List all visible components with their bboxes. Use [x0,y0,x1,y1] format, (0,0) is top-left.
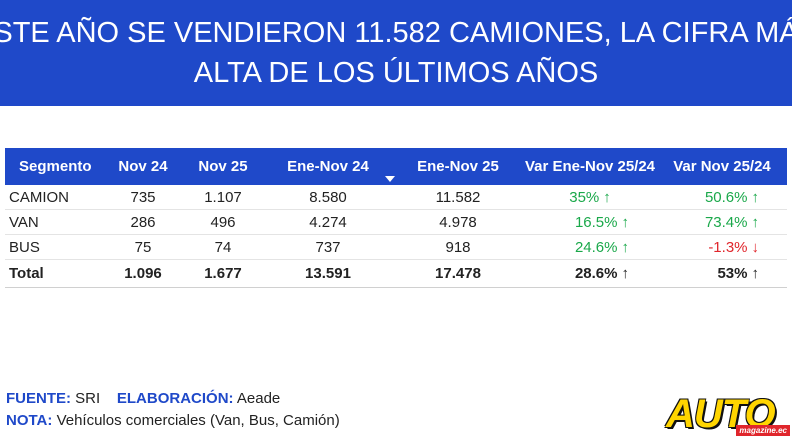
cell-nov25: 496 [183,209,263,235]
col-header-nov24[interactable]: Nov 24 [118,158,168,175]
sales-table-container: Segmento Nov 24 Nov 25 Ene-Nov 24 Ene-No… [5,148,787,288]
cell-var-enenov: 16.5% ↑ [523,209,657,235]
table-row: BUS 75 74 737 918 24.6% ↑ -1.3% ↓ [5,234,787,260]
title-line-2: ALTA DE LOS ÚLTIMOS AÑOS [193,57,599,89]
note-label: NOTA: [6,412,53,429]
arrow-up-icon: ↑ [751,213,760,231]
cell-total-var-enenov: 28.6% ↑ [523,259,657,288]
table-body: CAMION 735 1.107 8.580 11.582 35% ↑ 50.6%… [5,185,787,288]
cell-var-enenov-value: 35% [569,188,600,206]
cell-segment: VAN [5,209,103,235]
cell-var-enenov-value: 24.6% [574,238,618,256]
cell-var-enenov: 35% ↑ [523,185,657,210]
cell-total-nov24: 1.096 [103,259,183,288]
cell-total-enenov25: 17.478 [393,259,523,288]
col-header-var-nov[interactable]: Var Nov 25/24 [673,158,771,175]
table-row: VAN 286 496 4.274 4.978 16.5% ↑ 73.4% ↑ [5,209,787,235]
table-header: Segmento Nov 24 Nov 25 Ene-Nov 24 Ene-No… [5,148,787,185]
sort-descending-icon[interactable] [385,176,395,182]
total-row: Total 1.096 1.677 13.591 17.478 28.6% ↑ 5… [5,259,787,288]
logo-subtitle: magazine.ec [736,425,790,436]
cell-nov25: 1.107 [183,185,263,210]
source-label: FUENTE: [6,390,71,407]
title-banner: ESTE AÑO SE VENDIERON 11.582 CAMIONES, L… [0,0,800,106]
cell-enenov25: 918 [393,234,523,260]
source-line: FUENTE: SRI ELABORACIÓN: Aeade [6,388,340,410]
cell-enenov25: 4.978 [393,209,523,235]
cell-nov24: 286 [103,209,183,235]
header-row: Segmento Nov 24 Nov 25 Ene-Nov 24 Ene-No… [5,148,787,185]
arrow-up-icon: ↑ [603,188,611,206]
cell-total-label: Total [5,259,103,288]
cell-nov24: 735 [103,185,183,210]
cell-total-nov25: 1.677 [183,259,263,288]
arrow-up-icon: ↑ [621,213,630,231]
cell-enenov24: 4.274 [263,209,393,235]
col-header-nov25[interactable]: Nov 25 [198,158,248,175]
cell-total-enenov24: 13.591 [263,259,393,288]
cell-nov25: 74 [183,234,263,260]
elaboration-label: ELABORACIÓN: [116,390,234,407]
auto-magazine-logo: AUTO magazine.ec [666,394,796,441]
cell-segment: BUS [5,234,103,260]
title-line-1: ESTE AÑO SE VENDIERON 11.582 CAMIONES, L… [0,17,800,49]
cell-var-nov: -1.3% ↓ [657,234,787,260]
note-line: NOTA: Vehículos comerciales (Van, Bus, C… [6,410,340,432]
col-header-enenov24[interactable]: Ene-Nov 24 [287,158,369,175]
cell-enenov24: 8.580 [263,185,393,210]
col-header-var-enenov[interactable]: Var Ene-Nov 25/24 [524,158,656,175]
col-header-enenov25-label: Ene-Nov 25 [417,158,499,175]
cell-enenov24: 737 [263,234,393,260]
cell-enenov25: 11.582 [393,185,523,210]
cell-total-var-nov-value: 53% [717,265,748,282]
arrow-down-icon: ↓ [751,238,760,256]
cell-var-nov: 50.6% ↑ [657,185,787,210]
col-header-segmento[interactable]: Segmento [19,158,92,175]
cell-var-enenov: 24.6% ↑ [523,234,657,260]
note-value: Vehículos comerciales (Van, Bus, Camión) [56,412,340,429]
arrow-up-icon: ↑ [751,188,760,206]
cell-nov24: 75 [103,234,183,260]
arrow-up-icon: ↑ [621,265,630,282]
arrow-up-icon: ↑ [621,238,630,256]
col-header-enenov25[interactable]: Ene-Nov 25 [385,148,523,185]
table-row: CAMION 735 1.107 8.580 11.582 35% ↑ 50.6%… [5,185,787,210]
footer-notes: FUENTE: SRI ELABORACIÓN: Aeade NOTA: Veh… [6,388,340,432]
cell-total-var-nov: 53% ↑ [657,259,787,288]
cell-segment: CAMION [5,185,103,210]
cell-var-enenov-value: 16.5% [574,213,618,231]
cell-var-nov: 73.4% ↑ [657,209,787,235]
cell-var-nov-value: 50.6% [704,188,748,206]
cell-total-var-enenov-value: 28.6% [574,265,618,282]
arrow-up-icon: ↑ [751,265,760,282]
elaboration-value: Aeade [236,390,281,407]
sales-table: Segmento Nov 24 Nov 25 Ene-Nov 24 Ene-No… [5,148,787,288]
source-value: SRI [75,390,101,407]
cell-var-nov-value: 73.4% [704,213,748,231]
cell-var-nov-value: -1.3% [708,238,748,256]
